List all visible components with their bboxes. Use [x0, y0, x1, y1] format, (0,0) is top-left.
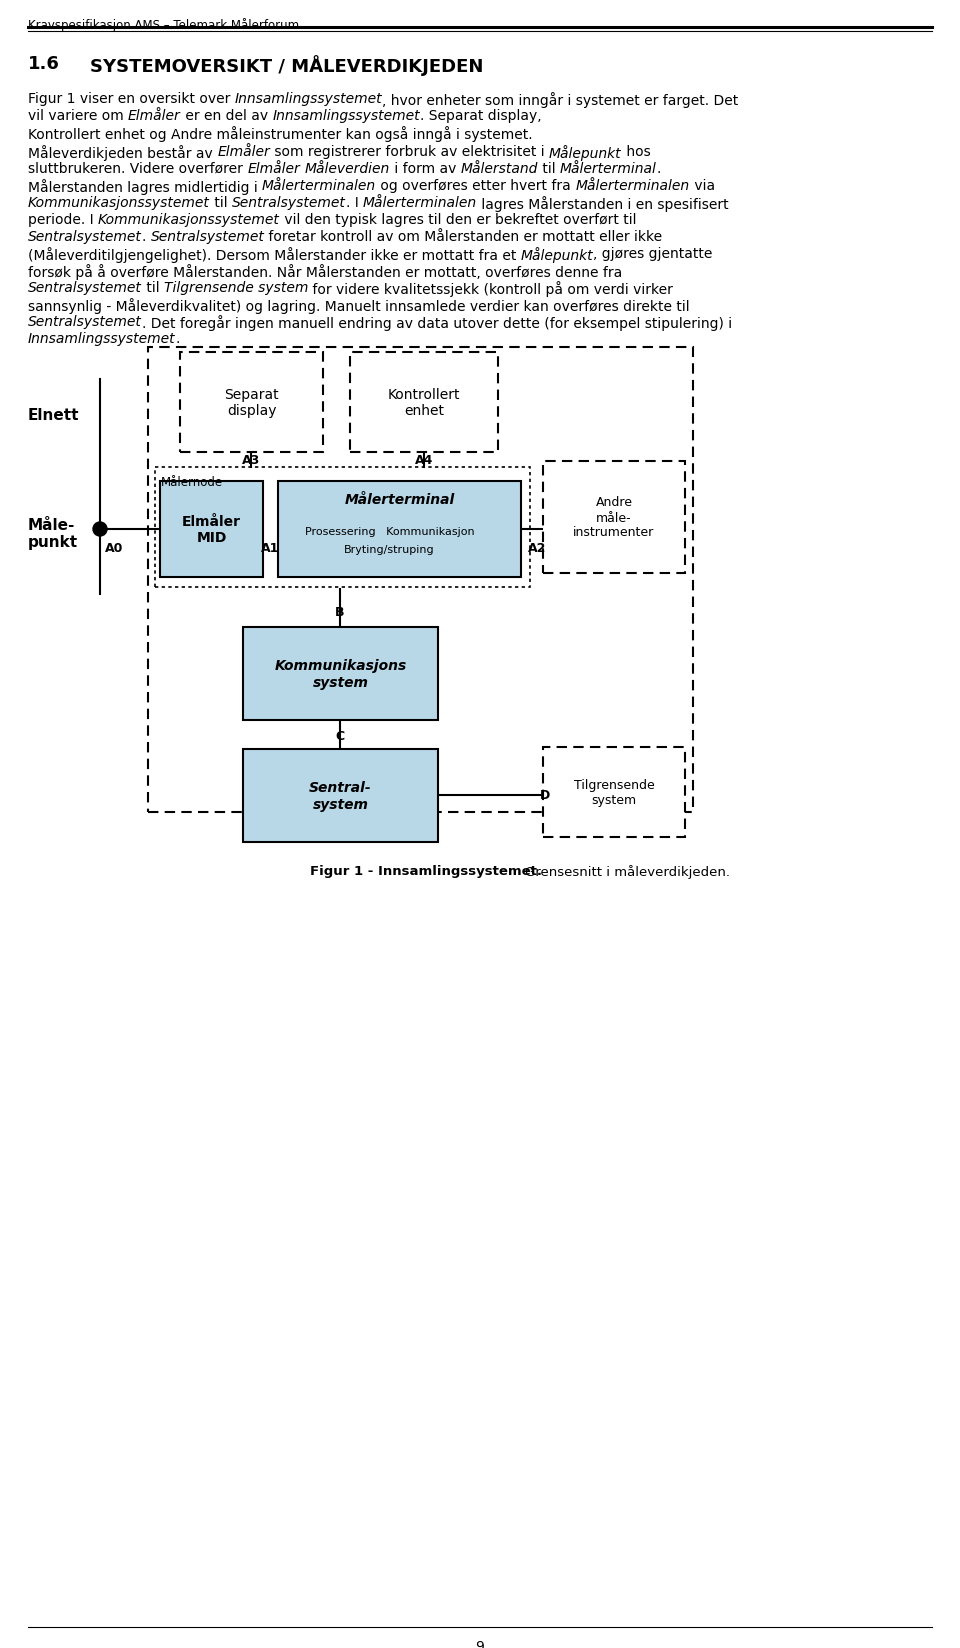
Text: via: via: [689, 180, 714, 193]
Text: Målerstand: Målerstand: [461, 162, 538, 176]
Text: . Separat display,: . Separat display,: [420, 109, 541, 124]
Text: og overføres etter hvert fra: og overføres etter hvert fra: [376, 180, 575, 193]
Text: Sentralsystemet: Sentralsystemet: [232, 196, 346, 209]
Text: Målepunkt: Målepunkt: [520, 247, 593, 262]
Text: Tilgrensende system: Tilgrensende system: [164, 280, 308, 295]
Text: Måle-
punkt: Måle- punkt: [28, 517, 78, 550]
Text: forsøk på å overføre Målerstanden. Når Målerstanden er mottatt, overføres denne : forsøk på å overføre Målerstanden. Når M…: [28, 264, 622, 280]
Text: Sentralsystemet: Sentralsystemet: [28, 315, 142, 330]
Text: Elmåler: Elmåler: [248, 162, 300, 176]
Text: i form av: i form av: [390, 162, 461, 176]
Text: Prosessering   Kommunikasjon: Prosessering Kommunikasjon: [304, 527, 474, 537]
Text: til: til: [538, 162, 560, 176]
Text: . Det foregår ingen manuell endring av data utover dette (for eksempel stipuleri: . Det foregår ingen manuell endring av d…: [142, 315, 732, 331]
Bar: [278, 481, 521, 578]
Text: A2: A2: [528, 541, 546, 554]
Text: periode. I: periode. I: [28, 213, 98, 227]
Text: Målerstanden lagres midlertidig i: Målerstanden lagres midlertidig i: [28, 180, 262, 194]
Text: Kontrollert
enhet: Kontrollert enhet: [388, 387, 460, 419]
Text: (Måleverditilgjengelighet). Dersom Målerstander ikke er mottatt fra et: (Måleverditilgjengelighet). Dersom Måler…: [28, 247, 520, 262]
Text: . I: . I: [346, 196, 363, 209]
Text: Måleverdikjeden består av: Måleverdikjeden består av: [28, 145, 217, 162]
Text: hos: hos: [621, 145, 650, 158]
Text: Målerterminalen: Målerterminalen: [262, 180, 376, 193]
Text: Kontrollert enhet og Andre måleinstrumenter kan også inngå i systemet.: Kontrollert enhet og Andre måleinstrumen…: [28, 125, 533, 142]
Text: 1.6: 1.6: [28, 54, 60, 73]
Text: Målepunkt: Målepunkt: [549, 145, 621, 162]
Text: Andre
måle-
instrumenter: Andre måle- instrumenter: [573, 496, 655, 539]
Text: sluttbrukeren. Videre overfører: sluttbrukeren. Videre overfører: [28, 162, 248, 176]
Text: Kravspesifikasjon AMS – Telemark Målerforum: Kravspesifikasjon AMS – Telemark Målerfo…: [28, 18, 300, 31]
Text: B: B: [335, 606, 345, 620]
Text: Innsamlingssystemet: Innsamlingssystemet: [235, 92, 382, 105]
Text: er en del av: er en del av: [180, 109, 273, 124]
Text: Sentralsystemet: Sentralsystemet: [28, 229, 142, 244]
Text: Kommunikasjonssystemet: Kommunikasjonssystemet: [98, 213, 280, 227]
Text: A3: A3: [242, 453, 260, 466]
Text: Elnett: Elnett: [28, 407, 80, 422]
Text: Kommunikasjonssystemet: Kommunikasjonssystemet: [28, 196, 210, 209]
Text: til: til: [210, 196, 232, 209]
Text: , hvor enheter som inngår i systemet er farget. Det: , hvor enheter som inngår i systemet er …: [382, 92, 738, 107]
Circle shape: [93, 522, 107, 537]
Bar: [543, 461, 685, 574]
Text: C: C: [335, 730, 345, 743]
Text: Tilgrensende
system: Tilgrensende system: [574, 778, 655, 806]
Text: A0: A0: [105, 541, 124, 554]
Bar: [350, 353, 498, 453]
Text: Målerterminal: Målerterminal: [560, 162, 657, 176]
Text: Målernode: Målernode: [161, 475, 223, 488]
Text: .: .: [142, 229, 151, 244]
Text: sannsynlig - Måleverdikvalitet) og lagring. Manuelt innsamlede verdier kan overf: sannsynlig - Måleverdikvalitet) og lagri…: [28, 298, 689, 313]
Bar: [543, 748, 685, 837]
Text: foretar kontroll av om Målerstanden er mottatt eller ikke: foretar kontroll av om Målerstanden er m…: [265, 229, 662, 244]
Text: Figur 1 - Innsamlingssystemet.: Figur 1 - Innsamlingssystemet.: [310, 865, 546, 877]
Text: Innsamlingssystemet: Innsamlingssystemet: [28, 331, 176, 346]
Text: vil variere om: vil variere om: [28, 109, 128, 124]
Text: A1: A1: [261, 541, 279, 554]
Text: Bryting/struping: Bryting/struping: [345, 545, 435, 555]
Text: Elmåler
MID: Elmåler MID: [182, 514, 241, 545]
Text: Separat
display: Separat display: [225, 387, 278, 419]
Text: lagres Målerstanden i en spesifisert: lagres Målerstanden i en spesifisert: [477, 196, 729, 213]
Text: Sentralsystemet: Sentralsystemet: [28, 280, 142, 295]
Text: Grensesnitt i måleverdikjeden.: Grensesnitt i måleverdikjeden.: [525, 865, 730, 878]
Bar: [180, 353, 323, 453]
Text: D: D: [540, 789, 550, 803]
Text: vil den typisk lagres til den er bekreftet overført til: vil den typisk lagres til den er bekreft…: [280, 213, 636, 227]
Text: , gjøres gjentatte: , gjøres gjentatte: [593, 247, 712, 260]
Text: 9: 9: [475, 1640, 485, 1648]
Text: Sentral-
system: Sentral- system: [309, 781, 372, 811]
Bar: [160, 481, 263, 578]
Text: Måleverdien: Måleverdien: [304, 162, 390, 176]
Text: som registrerer forbruk av elektrisitet i: som registrerer forbruk av elektrisitet …: [270, 145, 549, 158]
Text: Innsamlingssystemet: Innsamlingssystemet: [273, 109, 420, 124]
Text: Sentralsystemet: Sentralsystemet: [151, 229, 265, 244]
Bar: [155, 468, 530, 588]
Bar: [243, 628, 438, 720]
Text: .: .: [657, 162, 661, 176]
Text: Målerterminalen: Målerterminalen: [575, 180, 689, 193]
Text: Elmåler: Elmåler: [128, 109, 180, 124]
Text: Elmåler: Elmåler: [217, 145, 270, 158]
Text: A4: A4: [415, 453, 433, 466]
Text: Målerterminalen: Målerterminalen: [363, 196, 477, 209]
Text: Målerterminal: Målerterminal: [345, 493, 455, 506]
Text: til: til: [142, 280, 164, 295]
Bar: [243, 750, 438, 842]
Text: SYSTEMOVERSIKT / MÅLEVERDIKJEDEN: SYSTEMOVERSIKT / MÅLEVERDIKJEDEN: [90, 54, 484, 76]
Text: for videre kvalitetssjekk (kontroll på om verdi virker: for videre kvalitetssjekk (kontroll på o…: [308, 280, 673, 297]
Text: .: .: [176, 331, 180, 346]
Text: Kommunikasjons
system: Kommunikasjons system: [275, 659, 407, 689]
Text: Figur 1 viser en oversikt over: Figur 1 viser en oversikt over: [28, 92, 235, 105]
Bar: [148, 348, 693, 812]
